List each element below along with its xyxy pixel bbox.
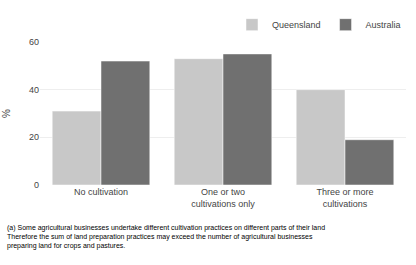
svg-text:60: 60 [29, 37, 39, 47]
svg-text:No cultivation: No cultivation [74, 187, 128, 197]
svg-text:20: 20 [29, 132, 39, 142]
svg-text:0: 0 [34, 180, 39, 190]
svg-text:One or twocultivations only: One or twocultivations only [191, 187, 255, 209]
svg-text:(a) Some agricultural business: (a) Some agricultural businesses underta… [7, 224, 325, 250]
svg-text:40: 40 [29, 85, 39, 95]
svg-text:%: % [1, 109, 12, 118]
svg-text:Three or morecultivations: Three or morecultivations [316, 187, 373, 209]
svg-text:Queensland: Queensland [272, 20, 321, 30]
svg-text:Australia: Australia [366, 20, 401, 30]
